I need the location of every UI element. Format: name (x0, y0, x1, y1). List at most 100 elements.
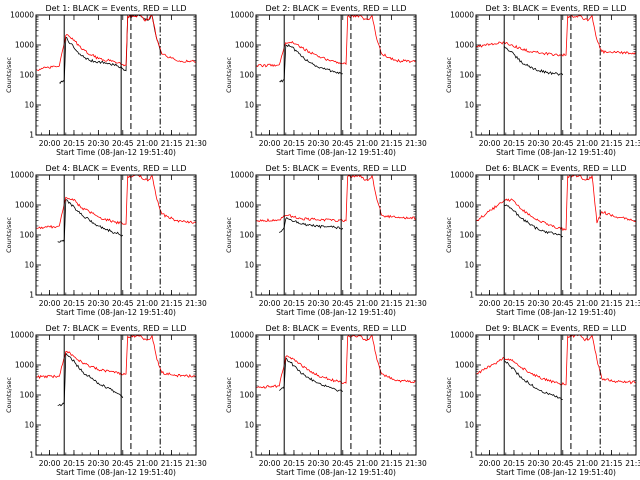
y-axis-label: Counts/sec (5, 377, 13, 413)
detector-panel: Det 5: BLACK = Events, RED = LLD 1 10 100 10… (225, 164, 427, 317)
x-tick-label: 21:30 (405, 459, 427, 468)
detector-panel: Det 8: BLACK = Events, RED = LLD 1 10 100 10… (225, 324, 427, 477)
y-axis-label: Counts/sec (445, 57, 453, 93)
y-tick-label: 100 (20, 231, 35, 240)
y-tick-label: 1000 (455, 201, 474, 210)
y-tick-label: 1 (29, 290, 34, 299)
x-axis-label: Start Time (08-Jan-12 19:51:40) (56, 308, 176, 317)
lld-series-line (476, 15, 636, 57)
x-tick-label: 20:30 (308, 139, 330, 148)
x-tick-label: 21:30 (405, 139, 427, 148)
x-tick-label: 21:00 (356, 299, 378, 308)
x-tick-label: 21:00 (576, 299, 598, 308)
x-tick-label: 21:30 (185, 139, 207, 148)
events-series-line (503, 360, 563, 401)
y-tick-label: 1000 (235, 361, 254, 370)
y-axis: 1 10 100 1000 10000 (450, 11, 636, 139)
lld-series-line (256, 335, 416, 389)
lld-series-line (256, 175, 416, 223)
y-axis-label: Counts/sec (225, 217, 233, 253)
y-tick-label: 10000 (450, 331, 474, 340)
y-tick-label: 100 (240, 391, 255, 400)
events-series-line (57, 199, 124, 243)
x-tick-label: 20:45 (112, 459, 134, 468)
y-tick-label: 1 (29, 450, 34, 459)
x-tick-label: 20:45 (552, 139, 574, 148)
x-tick-label: 20:30 (88, 459, 110, 468)
plot-frame (475, 14, 637, 136)
events-series-line (279, 43, 343, 83)
x-axis-label: Start Time (08-Jan-12 19:51:40) (496, 148, 616, 157)
y-tick-label: 10 (464, 421, 474, 430)
x-tick-label: 20:00 (479, 459, 501, 468)
events-series-line (59, 15, 163, 84)
detector-panel: Det 3: BLACK = Events, RED = LLD 1 10 100 10… (445, 4, 640, 157)
y-tick-label: 100 (20, 71, 35, 80)
panel-title: Det 5: BLACK = Events, RED = LLD (266, 164, 407, 173)
x-tick-label: 21:30 (405, 299, 427, 308)
x-tick-label: 20:00 (259, 299, 281, 308)
y-axis-label: Counts/sec (225, 57, 233, 93)
events-series-line (279, 216, 344, 233)
x-tick-label: 21:15 (601, 299, 623, 308)
events-series-line (503, 204, 563, 238)
x-tick-label: 21:15 (601, 459, 623, 468)
y-tick-label: 1000 (235, 41, 254, 50)
y-tick-label: 10000 (450, 171, 474, 180)
x-tick-label: 21:00 (576, 459, 598, 468)
x-tick-label: 20:00 (259, 459, 281, 468)
x-tick-label: 21:30 (625, 459, 640, 468)
panel-title: Det 3: BLACK = Events, RED = LLD (486, 4, 627, 13)
x-tick-label: 20:30 (308, 299, 330, 308)
x-tick-label: 21:15 (601, 139, 623, 148)
x-tick-label: 21:00 (136, 299, 158, 308)
x-tick-label: 20:45 (112, 139, 134, 148)
y-axis: 1 10 100 1000 10000 (10, 171, 196, 299)
x-tick-label: 21:00 (356, 459, 378, 468)
plot-area (476, 15, 636, 135)
x-tick-label: 20:00 (39, 299, 61, 308)
x-axis-label: Start Time (08-Jan-12 19:51:40) (56, 468, 176, 477)
y-axis: 1 10 100 1000 10000 (230, 171, 416, 299)
x-tick-label: 20:30 (528, 139, 550, 148)
y-tick-label: 100 (240, 231, 255, 240)
y-tick-label: 10 (244, 101, 254, 110)
lld-series-line (36, 175, 196, 230)
x-tick-label: 20:15 (503, 459, 525, 468)
x-axis-label: Start Time (08-Jan-12 19:51:40) (276, 148, 396, 157)
x-tick-label: 20:45 (552, 459, 574, 468)
x-tick-label: 20:15 (63, 459, 85, 468)
x-tick-label: 20:30 (88, 139, 110, 148)
plot-frame (255, 14, 417, 136)
y-tick-label: 10 (24, 421, 34, 430)
x-tick-label: 21:30 (625, 299, 640, 308)
y-tick-label: 10000 (230, 171, 254, 180)
plot-frame (255, 334, 417, 456)
x-tick-label: 20:00 (39, 459, 61, 468)
x-tick-label: 21:15 (161, 459, 183, 468)
y-axis-label: Counts/sec (225, 377, 233, 413)
x-tick-label: 21:15 (381, 459, 403, 468)
y-tick-label: 10000 (230, 11, 254, 20)
detector-panel: Det 4: BLACK = Events, RED = LLD 1 10 100 10… (5, 164, 207, 317)
x-axis-label: Start Time (08-Jan-12 19:51:40) (276, 308, 396, 317)
panel-title: Det 7: BLACK = Events, RED = LLD (46, 324, 187, 333)
y-axis-label: Counts/sec (5, 57, 13, 93)
plot-area (256, 335, 416, 455)
y-tick-label: 1 (29, 130, 34, 139)
x-tick-label: 21:30 (185, 459, 207, 468)
plot-area (256, 175, 416, 295)
lld-series-line (476, 335, 636, 386)
y-axis: 1 10 100 1000 10000 (450, 331, 636, 459)
x-tick-label: 20:30 (528, 459, 550, 468)
x-tick-label: 21:15 (381, 299, 403, 308)
y-axis: 1 10 100 1000 10000 (230, 331, 416, 459)
x-axis-label: Start Time (08-Jan-12 19:51:40) (56, 148, 176, 157)
panel-title: Det 4: BLACK = Events, RED = LLD (46, 164, 187, 173)
x-tick-label: 20:30 (528, 299, 550, 308)
